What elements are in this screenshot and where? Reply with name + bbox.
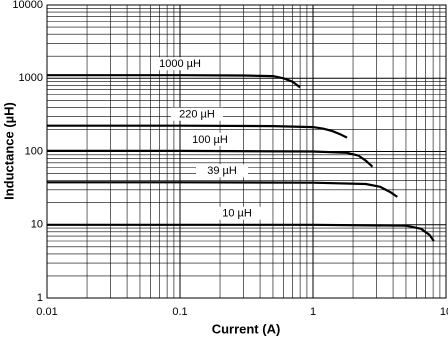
label-bg	[196, 164, 248, 178]
label-bg	[184, 132, 236, 146]
series-line	[47, 149, 374, 168]
y-tick-label: 1	[37, 292, 43, 304]
y-tick-label: 10	[31, 219, 43, 231]
series-line	[47, 74, 301, 89]
x-tick-label: 1	[310, 306, 316, 318]
series-label: 220 µH	[179, 109, 215, 121]
x-tick-label: 0.01	[36, 306, 57, 318]
series-label: 10 µH	[222, 208, 252, 220]
label-bg	[171, 107, 223, 121]
series-line	[47, 223, 435, 242]
series-label: 1000 µH	[159, 58, 201, 70]
y-tick-label: 1000	[19, 72, 43, 84]
label-bg	[211, 206, 263, 220]
series-line	[47, 181, 398, 198]
y-axis-title: Inductance (µH)	[1, 102, 16, 200]
series-line	[47, 124, 348, 139]
x-axis-title: Current (A)	[212, 321, 281, 336]
y-tick-label: 100	[25, 145, 43, 157]
label-bg	[154, 57, 206, 71]
x-tick-label: 0.1	[172, 306, 187, 318]
series-label: 39 µH	[207, 165, 237, 177]
x-tick-label: 10	[440, 306, 448, 318]
series-label: 100 µH	[192, 134, 228, 146]
y-tick-label: 10000	[12, 0, 43, 11]
